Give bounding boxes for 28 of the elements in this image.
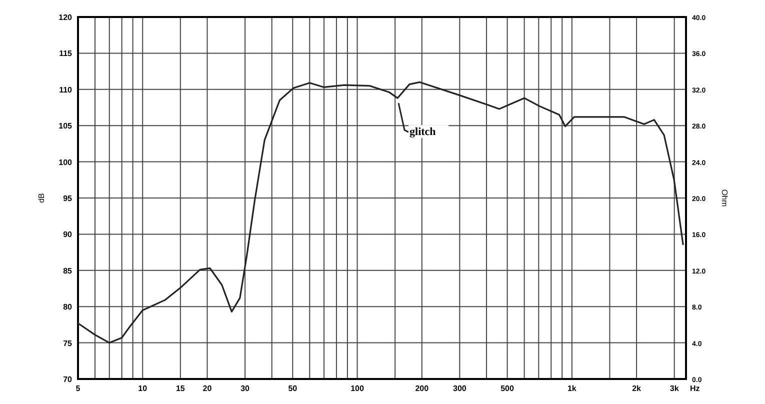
y-axis-title: dB — [37, 193, 46, 203]
y-tick-label: 80 — [63, 302, 73, 312]
y-tick-label: 120 — [58, 13, 73, 22]
x-tick-label: 50 — [288, 384, 298, 393]
x-tick-label: 3k — [670, 384, 680, 393]
x-tick-label: 30 — [240, 384, 250, 393]
y-tick-label: 70 — [63, 375, 73, 384]
x-tick-label: 2k — [632, 384, 642, 393]
y-tick-label: 85 — [63, 266, 73, 276]
x-tick-label: 200 — [415, 384, 430, 393]
x-tick-label: 1k — [567, 384, 577, 393]
y-tick-label: 75 — [63, 338, 73, 348]
x-tick-label: 5 — [76, 384, 81, 393]
y2-axis-title: Ohm — [720, 189, 729, 207]
x-tick-label: 300 — [453, 384, 467, 393]
x-tick-label: 10 — [138, 384, 148, 393]
y-tick-label: 100 — [58, 158, 73, 167]
x-axis-title: Hz — [690, 384, 700, 393]
y-tick-label: 115 — [59, 49, 73, 58]
x-tick-label: 20 — [202, 384, 212, 393]
y-tick-label: 110 — [59, 85, 73, 94]
x-tick-label: 500 — [500, 384, 515, 393]
y-tick-label: 90 — [63, 230, 73, 240]
x-tick-label: 100 — [350, 384, 364, 393]
x-tick-label: 15 — [176, 384, 186, 393]
annotation: glitch — [410, 126, 436, 138]
y-tick-label: 95 — [63, 194, 73, 203]
y-tick-label: 105 — [58, 122, 73, 131]
